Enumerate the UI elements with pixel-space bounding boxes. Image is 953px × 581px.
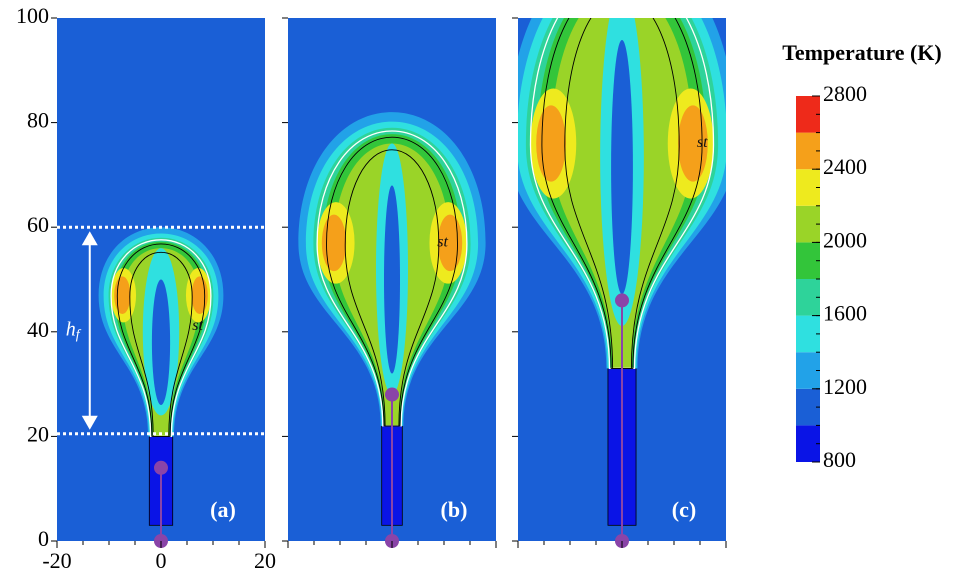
annotation: st (192, 317, 203, 334)
flame-core (151, 279, 171, 406)
x-tick-label: -20 (42, 548, 71, 573)
flame-lobe (678, 105, 708, 182)
colorbar-tick-label: 2000 (823, 227, 867, 252)
x-tick-label: 20 (254, 548, 276, 573)
contour-line (344, 149, 440, 427)
height-label: hf (66, 318, 82, 343)
panel-label: (c) (672, 497, 696, 522)
contour-line (110, 239, 212, 438)
contour-line (326, 136, 458, 427)
colorbar-tick-label: 1600 (823, 301, 867, 326)
contour-line (116, 243, 206, 437)
y-tick-label: 20 (27, 421, 49, 446)
marker (615, 293, 629, 308)
colorbar-title: Temperature (K) (782, 40, 941, 65)
marker (154, 460, 168, 475)
panel (288, 18, 496, 541)
marker (385, 387, 399, 402)
annotation: st (697, 134, 708, 151)
colorbar-tick-label: 2400 (823, 154, 867, 179)
height-symbol: h (66, 318, 76, 340)
y-tick-label: 100 (16, 3, 49, 28)
x-tick-label: 0 (156, 548, 167, 573)
arrow-head (81, 415, 98, 430)
panel (518, 18, 726, 541)
annotation: st (437, 234, 448, 251)
y-tick-label: 80 (27, 108, 49, 133)
height-subscript: f (76, 328, 82, 343)
panel (57, 18, 265, 541)
contour-line (529, 18, 715, 370)
flame-lobe (321, 214, 347, 272)
arrow-head (81, 231, 98, 246)
contour-line (541, 18, 703, 369)
flame-lobe (536, 105, 566, 182)
flame-lobe (114, 276, 131, 315)
colorbar-tick-label: 800 (823, 447, 856, 472)
colorbar-tick-label: 1200 (823, 374, 867, 399)
flame-core (383, 185, 401, 374)
colorbar-tick-label: 2800 (823, 81, 867, 106)
contour-line (129, 251, 193, 437)
panel-label: (b) (441, 497, 468, 522)
flame-core (611, 39, 633, 295)
contour-line (564, 18, 680, 369)
contour-line (316, 130, 468, 427)
flame-lobe (191, 276, 208, 315)
y-tick-label: 0 (38, 526, 49, 551)
panel-label: (a) (210, 497, 236, 522)
y-tick-label: 40 (27, 317, 49, 342)
y-tick-label: 60 (27, 212, 49, 237)
flame-lobe (437, 214, 463, 272)
